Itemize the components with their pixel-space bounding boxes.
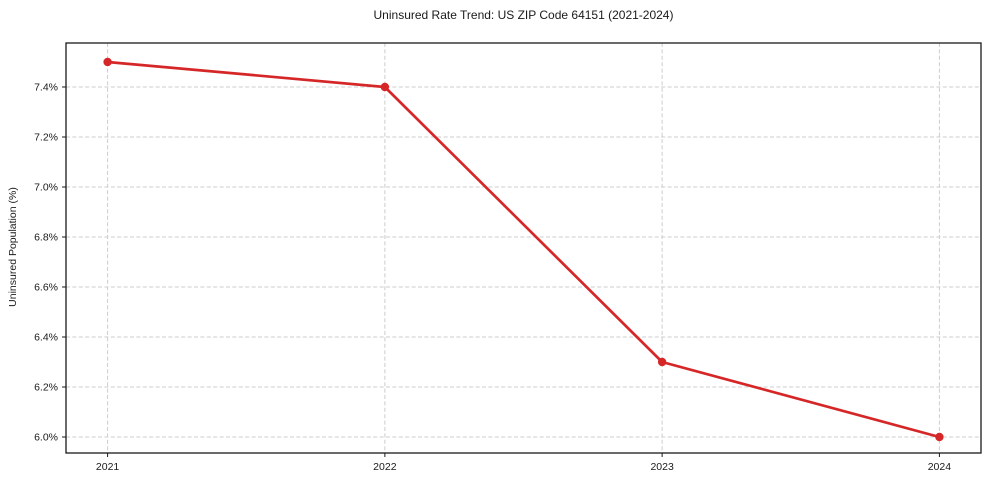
- x-tick-label: 2022: [373, 461, 397, 473]
- data-point: [103, 57, 112, 67]
- x-tick-label: 2023: [650, 461, 674, 473]
- y-axis-label: Uninsured Population (%): [7, 187, 19, 307]
- y-tick-label: 7.4%: [34, 82, 58, 94]
- trend-line: [106, 60, 941, 439]
- y-tick-label: 6.2%: [34, 382, 58, 394]
- y-tick-label: 6.6%: [34, 282, 58, 294]
- y-tick-label: 6.4%: [34, 332, 58, 344]
- x-tick-label: 2021: [96, 461, 120, 473]
- data-point: [657, 357, 667, 367]
- y-tick-label: 7.0%: [34, 182, 58, 194]
- plot-border: [65, 42, 982, 454]
- data-point: [380, 82, 390, 92]
- data-point: [935, 432, 944, 442]
- x-tick-label: 2024: [928, 461, 952, 473]
- y-tick-label: 6.8%: [34, 232, 58, 244]
- y-tick-label: 7.2%: [34, 132, 58, 144]
- chart-title: Uninsured Rate Trend: US ZIP Code 64151 …: [373, 8, 674, 22]
- y-tick-label: 6.0%: [34, 432, 58, 444]
